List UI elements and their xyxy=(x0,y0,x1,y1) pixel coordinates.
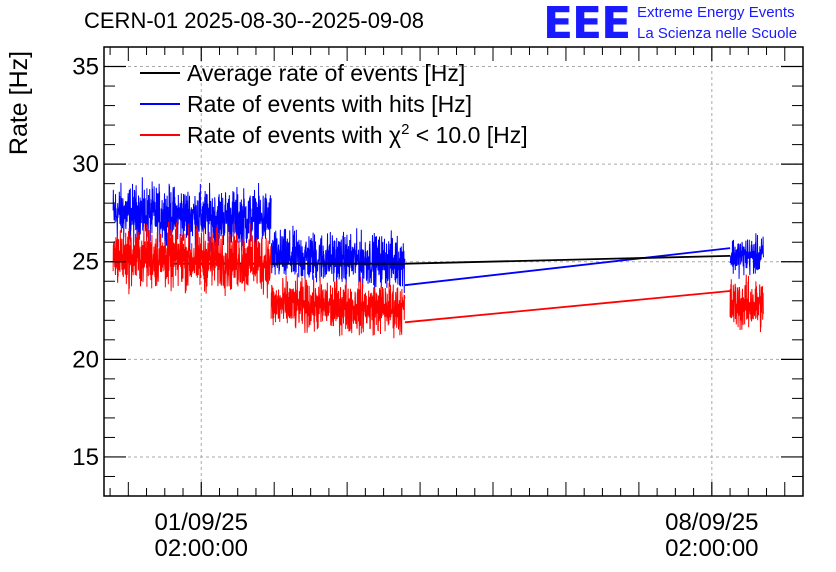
series-line xyxy=(404,247,731,287)
x-tick-label-date: 08/09/25 xyxy=(665,509,758,536)
chart-title: CERN-01 2025-08-30--2025-09-08 xyxy=(84,8,424,33)
series-line xyxy=(729,233,764,279)
y-tick-label: 35 xyxy=(72,54,99,81)
series-line xyxy=(270,225,406,294)
legend-label: Rate of events with χ2 < 10.0 [Hz] xyxy=(187,121,528,148)
x-tick-label-time: 02:00:00 xyxy=(665,535,758,562)
logo-subtitle-2: La Scienza nelle Scuole xyxy=(637,25,798,42)
series-layer xyxy=(112,177,764,339)
y-tick-label: 30 xyxy=(72,151,99,178)
series-1 xyxy=(112,177,764,294)
x-tick-label-date: 01/09/25 xyxy=(155,509,248,536)
logo-subtitle-1: Extreme Energy Events xyxy=(637,4,795,21)
legend: Average rate of events [Hz] Rate of event… xyxy=(140,60,528,148)
eee-logo: EEE xyxy=(543,0,631,49)
y-axis-label: Rate [Hz] xyxy=(5,51,33,155)
series-2 xyxy=(112,221,764,339)
y-tick-label: 15 xyxy=(72,444,99,471)
series-line xyxy=(112,221,272,299)
series-line xyxy=(729,274,764,333)
x-tick-label-time: 02:00:00 xyxy=(155,535,248,562)
series-line xyxy=(404,255,731,265)
series-line xyxy=(404,290,731,324)
plot-frame xyxy=(103,46,804,497)
legend-label: Average rate of events [Hz] xyxy=(187,60,465,86)
axes: 152025303501/09/2502:00:0008/09/2502:00:… xyxy=(72,46,803,562)
series-line xyxy=(270,273,406,339)
series-line xyxy=(112,177,272,254)
legend-label: Rate of events with hits [Hz] xyxy=(187,91,472,117)
y-tick-label: 20 xyxy=(72,346,99,373)
y-tick-label: 25 xyxy=(72,249,99,276)
